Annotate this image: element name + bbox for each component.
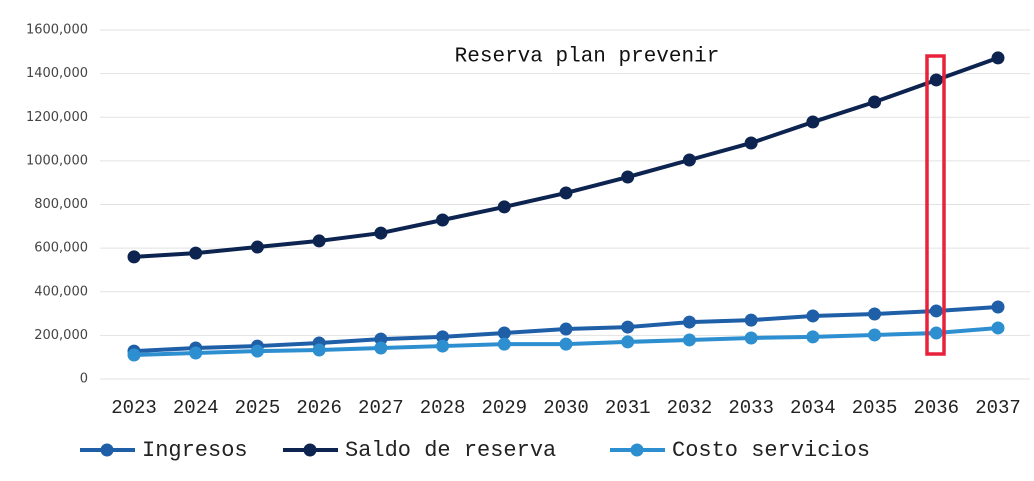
y-tick-label: 400,000 — [34, 284, 88, 299]
x-tick-label: 2028 — [420, 397, 466, 419]
point — [806, 115, 820, 129]
point — [374, 341, 388, 355]
x-tick-label: 2031 — [605, 397, 651, 419]
point — [559, 186, 573, 200]
point — [744, 136, 758, 150]
legend-marker — [303, 443, 317, 457]
point — [250, 240, 264, 254]
x-tick-label: 2029 — [481, 397, 527, 419]
point — [312, 343, 326, 357]
point — [559, 337, 573, 351]
point — [806, 309, 820, 323]
y-tick-label: 1600,000 — [26, 23, 88, 38]
x-tick-label: 2026 — [296, 397, 342, 419]
point — [127, 250, 141, 264]
point — [991, 51, 1005, 65]
point — [744, 331, 758, 345]
point — [621, 170, 635, 184]
point — [929, 304, 943, 318]
point — [436, 213, 450, 227]
point — [744, 313, 758, 327]
point — [497, 337, 511, 351]
y-tick-label: 0 — [80, 372, 88, 387]
point — [806, 330, 820, 344]
point — [868, 95, 882, 109]
point — [127, 348, 141, 362]
y-tick-label: 800,000 — [34, 197, 88, 212]
x-tick-label: 2030 — [543, 397, 589, 419]
legend-label: Ingresos — [142, 438, 248, 463]
point — [374, 226, 388, 240]
x-tick-label: 2024 — [173, 397, 219, 419]
point — [436, 339, 450, 353]
x-tick-label: 2033 — [728, 397, 774, 419]
point — [497, 326, 511, 340]
point — [991, 321, 1005, 335]
point — [682, 333, 696, 347]
point — [436, 330, 450, 344]
legend-marker — [100, 443, 114, 457]
point — [374, 332, 388, 346]
point — [621, 320, 635, 334]
legend-label: Costo servicios — [672, 438, 870, 463]
point — [929, 326, 943, 340]
point — [868, 307, 882, 321]
legend-label: Saldo de reserva — [345, 438, 556, 463]
y-tick-label: 200,000 — [34, 328, 88, 343]
x-tick-label: 2023 — [111, 397, 157, 419]
y-tick-label: 1000,000 — [26, 153, 88, 168]
x-tick-label: 2037 — [975, 397, 1021, 419]
point — [189, 346, 203, 360]
x-tick-label: 2032 — [667, 397, 713, 419]
y-tick-label: 1400,000 — [26, 66, 88, 81]
point — [929, 73, 943, 87]
y-tick-label: 1200,000 — [26, 110, 88, 125]
point — [250, 344, 264, 358]
chart-title: Reserva plan prevenir — [455, 46, 720, 69]
point — [868, 328, 882, 342]
x-tick-label: 2035 — [852, 397, 898, 419]
x-tick-label: 2027 — [358, 397, 404, 419]
x-tick-label: 2025 — [235, 397, 281, 419]
y-tick-label: 600,000 — [34, 241, 88, 256]
x-tick-label: 2036 — [913, 397, 959, 419]
highlight-box — [925, 54, 946, 356]
point — [682, 315, 696, 329]
point — [189, 246, 203, 260]
point — [621, 335, 635, 349]
point — [312, 234, 326, 248]
point — [559, 322, 573, 336]
legend-marker — [630, 443, 644, 457]
point — [682, 153, 696, 167]
point — [991, 300, 1005, 314]
x-tick-label: 2034 — [790, 397, 836, 419]
point — [497, 200, 511, 214]
